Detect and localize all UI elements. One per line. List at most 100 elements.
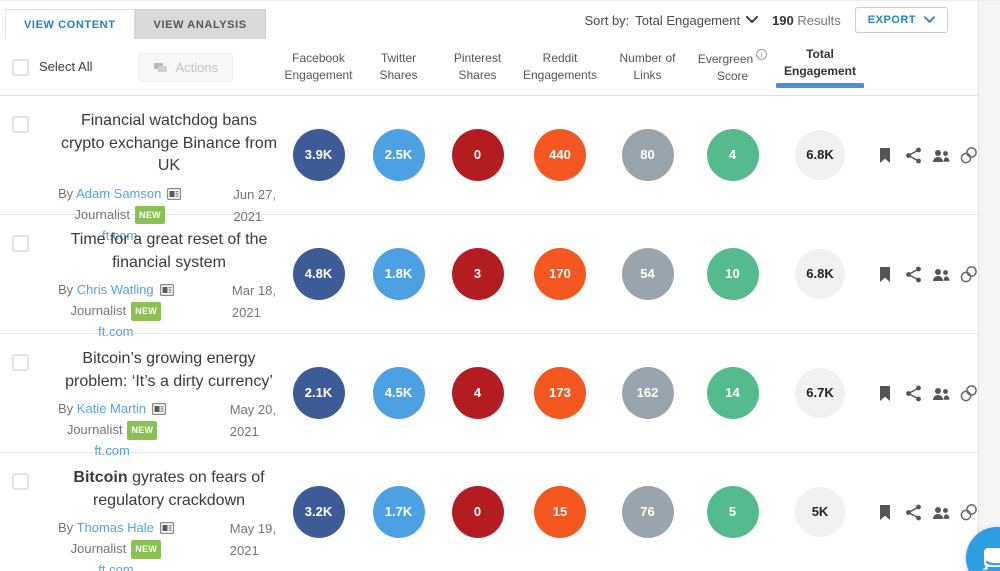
users-icon[interactable] (932, 383, 951, 403)
results-number: 190 (772, 12, 794, 28)
evergreen-score-circle: 14 (706, 367, 759, 419)
row-checkbox[interactable] (12, 235, 29, 252)
total-engagement-circle: 5K (795, 487, 845, 537)
column-header-number-of-links[interactable]: Number of Links (619, 50, 676, 82)
bookmark-icon[interactable] (876, 383, 895, 403)
column-header-evergreen-score[interactable]: Evergreen i Score (690, 48, 775, 86)
article-date: May 19, 2021 (229, 521, 276, 558)
tab-view-content[interactable]: VIEW CONTENT (5, 9, 135, 39)
column-header-twitter-shares[interactable]: Twitter Shares (379, 50, 418, 82)
article-title[interactable]: Time for a great reset of the financial … (70, 231, 268, 271)
results-label: Results (797, 12, 841, 28)
facebook-engagement-circle: 2.1K (292, 367, 345, 419)
chevron-down-icon (746, 16, 759, 23)
author-role: Journalist (74, 206, 131, 222)
total-engagement-circle: 6.8K (795, 130, 845, 180)
pinterest-shares-circle: 4 (451, 367, 504, 419)
sort-by-value: Total Engagement (635, 12, 741, 28)
total-engagement-circle: 6.7K (795, 368, 845, 418)
domain-link[interactable]: ft.com (94, 443, 130, 459)
article-title[interactable]: Financial watchdog bans crypto exchange … (60, 112, 278, 175)
row-checkbox[interactable] (12, 473, 29, 490)
link-icon[interactable] (959, 502, 978, 522)
actions-button[interactable]: Actions (138, 52, 234, 82)
table-row: Bitcoin gyrates on fears of regulatory c… (0, 453, 978, 571)
author-role: Journalist (66, 422, 123, 438)
total-engagement-circle: 6.8K (795, 249, 845, 299)
view-tabs: VIEW CONTENT VIEW ANALYSIS (5, 9, 266, 39)
reddit-engagements-circle: 170 (534, 248, 586, 300)
select-all-label: Select All (39, 58, 93, 74)
facebook-engagement-circle: 3.2K (292, 486, 345, 538)
link-icon[interactable] (959, 264, 978, 284)
sort-by-label: Sort by: (584, 12, 630, 28)
top-bar: VIEW CONTENT VIEW ANALYSIS Sort by: Tota… (0, 1, 978, 39)
author-link[interactable]: Chris Watling (76, 282, 154, 298)
pinterest-shares-circle: 3 (451, 248, 504, 300)
link-icon[interactable] (959, 383, 978, 403)
evergreen-score-circle: 5 (706, 486, 759, 538)
row-checkbox[interactable] (12, 116, 29, 133)
number-of-links-circle: 162 (621, 367, 674, 419)
users-icon[interactable] (932, 145, 951, 165)
newspaper-icon[interactable] (152, 403, 167, 416)
row-checkbox[interactable] (12, 354, 29, 371)
tab-view-analysis[interactable]: VIEW ANALYSIS (134, 9, 266, 39)
share-icon[interactable] (904, 383, 923, 403)
actions-label: Actions (175, 59, 219, 75)
newspaper-icon[interactable] (159, 522, 174, 535)
author-link[interactable]: Thomas Hale (76, 520, 154, 536)
header-select-area: Select All Actions (0, 52, 280, 82)
share-icon[interactable] (904, 264, 923, 284)
author-link[interactable]: Adam Samson (76, 186, 162, 202)
new-badge: NEW (135, 205, 165, 225)
sort-by-dropdown[interactable]: Sort by: Total Engagement (584, 12, 759, 28)
reddit-engagements-circle: 173 (534, 367, 586, 419)
page-gutter (978, 1, 1000, 571)
newspaper-icon[interactable] (159, 284, 174, 297)
reddit-engagements-circle: 15 (534, 486, 586, 538)
article-date: May 20, 2021 (229, 402, 276, 439)
bookmark-icon[interactable] (876, 145, 895, 165)
link-icon[interactable] (959, 145, 978, 165)
number-of-links-circle: 76 (621, 486, 674, 538)
reddit-engagements-circle: 440 (534, 129, 586, 181)
column-header-reddit-engagements[interactable]: Reddit Engagements (522, 50, 598, 82)
share-icon[interactable] (904, 145, 923, 165)
article-date: Jun 27, 2021 (233, 187, 276, 224)
column-header-pinterest-shares[interactable]: Pinterest Shares (453, 50, 502, 82)
number-of-links-circle: 80 (621, 129, 674, 181)
bookmark-icon[interactable] (876, 502, 895, 522)
evergreen-score-circle: 10 (706, 248, 759, 300)
info-icon[interactable]: i (756, 48, 768, 60)
domain-link[interactable]: ft.com (98, 324, 134, 340)
newspaper-icon[interactable] (167, 188, 182, 201)
top-right-controls: Sort by: Total Engagement 190 Results EX… (584, 7, 948, 39)
table-header-row: Select All Actions Facebook Engagement T… (0, 39, 978, 96)
article-title[interactable]: Bitcoin’s growing energy problem: ‘It’s … (65, 350, 273, 390)
users-icon[interactable] (932, 502, 951, 522)
active-sort-indicator (776, 83, 864, 89)
evergreen-score-circle: 4 (706, 129, 759, 181)
domain-link[interactable]: ft.com (98, 562, 134, 571)
select-all-checkbox[interactable] (12, 58, 29, 76)
article-date: Mar 18, 2021 (231, 283, 276, 320)
column-header-facebook-engagement[interactable]: Facebook Engagement (284, 50, 353, 82)
export-label: EXPORT (867, 14, 916, 26)
domain-link[interactable]: ft.com (101, 227, 138, 243)
users-icon[interactable] (932, 264, 951, 284)
author-link[interactable]: Katie Martin (76, 401, 147, 417)
pinterest-shares-circle: 0 (451, 129, 504, 181)
table-row: Financial watchdog bans crypto exchange … (0, 96, 978, 243)
new-badge: NEW (131, 540, 162, 559)
column-header-total-engagement[interactable]: Total Engagement (775, 46, 865, 89)
twitter-shares-circle: 1.8K (372, 248, 425, 300)
article-title[interactable]: Bitcoin gyrates on fears of regulatory c… (73, 469, 265, 509)
chevron-down-icon (924, 16, 935, 23)
facebook-engagement-circle: 4.8K (292, 248, 345, 300)
facebook-engagement-circle: 3.9K (292, 129, 345, 181)
export-button[interactable]: EXPORT (854, 7, 948, 33)
bookmark-icon[interactable] (876, 264, 895, 284)
share-icon[interactable] (904, 502, 923, 522)
